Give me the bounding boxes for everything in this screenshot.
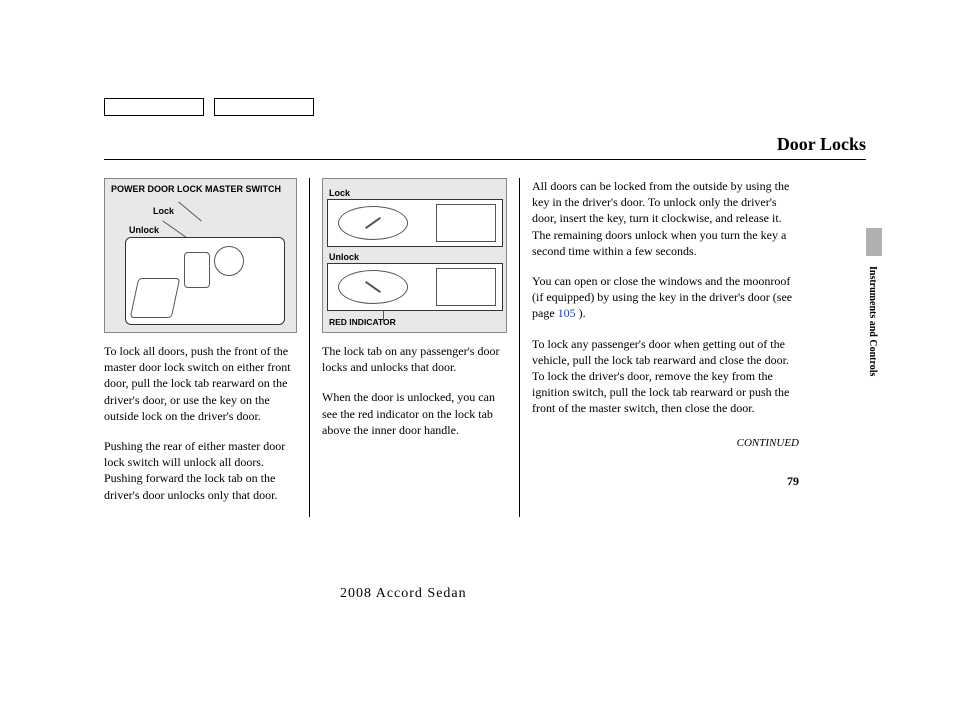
- header-link-boxes: [104, 98, 866, 116]
- col3-para-2: You can open or close the windows and th…: [532, 273, 799, 322]
- section-tab: [866, 228, 882, 256]
- figure-1-lock-label: Lock: [153, 205, 174, 217]
- column-3: All doors can be locked from the outside…: [519, 178, 799, 517]
- leader-line: [383, 310, 384, 322]
- col2-para-2: When the door is unlocked, you can see t…: [322, 389, 507, 438]
- col3-p2-text-b: ).: [576, 306, 586, 320]
- col1-para-1: To lock all doors, push the front of the…: [104, 343, 297, 424]
- content-columns: POWER DOOR LOCK MASTER SWITCH Lock Unloc…: [104, 178, 866, 517]
- column-2: Lock Unlock RED INDICATOR The lock tab o…: [309, 178, 519, 517]
- figure-master-switch: POWER DOOR LOCK MASTER SWITCH Lock Unloc…: [104, 178, 297, 333]
- page-number: 79: [532, 473, 799, 489]
- col1-para-2: Pushing the rear of either master door l…: [104, 438, 297, 503]
- col3-para-3: To lock any passenger's door when gettin…: [532, 336, 799, 417]
- column-1: POWER DOOR LOCK MASTER SWITCH Lock Unloc…: [104, 178, 309, 517]
- title-row: Door Locks: [104, 134, 866, 160]
- leader-line: [178, 201, 202, 221]
- figure-2-unlock-label: Unlock: [329, 251, 359, 263]
- page-title: Door Locks: [777, 134, 866, 154]
- figure-1-art: [125, 237, 285, 325]
- page-content: Door Locks Instruments and Controls POWE…: [104, 98, 866, 517]
- figure-2-art-bottom: [327, 263, 503, 311]
- header-box-1[interactable]: [104, 98, 204, 116]
- continued-label: CONTINUED: [532, 436, 799, 451]
- figure-1-unlock-label: Unlock: [129, 224, 159, 236]
- leader-line: [162, 220, 187, 238]
- figure-2-lock-label: Lock: [329, 187, 350, 199]
- footer-vehicle: 2008 Accord Sedan: [340, 586, 467, 602]
- col2-para-1: The lock tab on any passenger's door loc…: [322, 343, 507, 375]
- figure-2-red-label: RED INDICATOR: [329, 317, 396, 328]
- figure-lock-tab: Lock Unlock RED INDICATOR: [322, 178, 507, 333]
- section-label: Instruments and Controls: [867, 266, 878, 376]
- page-link-105[interactable]: 105: [558, 306, 576, 320]
- header-box-2[interactable]: [214, 98, 314, 116]
- col3-para-1: All doors can be locked from the outside…: [532, 178, 799, 259]
- figure-2-art-top: [327, 199, 503, 247]
- figure-1-title: POWER DOOR LOCK MASTER SWITCH: [105, 179, 296, 197]
